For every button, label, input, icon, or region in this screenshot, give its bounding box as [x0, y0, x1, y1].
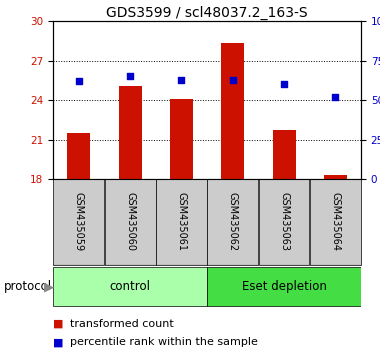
Text: GSM435061: GSM435061 — [176, 193, 187, 251]
FancyBboxPatch shape — [54, 179, 104, 265]
Text: GSM435060: GSM435060 — [125, 193, 135, 251]
Text: ■: ■ — [53, 319, 64, 329]
Text: ■: ■ — [53, 337, 64, 348]
Point — [332, 94, 339, 100]
Point — [76, 78, 82, 84]
Text: control: control — [110, 280, 150, 293]
Point — [230, 77, 236, 82]
Text: protocol: protocol — [4, 280, 52, 293]
Point — [127, 74, 133, 79]
FancyBboxPatch shape — [54, 267, 207, 306]
Text: GSM435062: GSM435062 — [228, 192, 238, 252]
FancyBboxPatch shape — [207, 267, 361, 306]
Title: GDS3599 / scl48037.2_163-S: GDS3599 / scl48037.2_163-S — [106, 6, 308, 20]
Text: ▶: ▶ — [44, 280, 54, 293]
Text: GSM435063: GSM435063 — [279, 193, 289, 251]
Bar — [119, 86, 142, 179]
Bar — [324, 175, 347, 179]
FancyBboxPatch shape — [259, 179, 309, 265]
FancyBboxPatch shape — [105, 179, 155, 265]
Bar — [170, 99, 193, 179]
Bar — [221, 43, 244, 179]
Text: GSM435064: GSM435064 — [330, 193, 340, 251]
FancyBboxPatch shape — [310, 179, 361, 265]
Bar — [272, 130, 296, 179]
FancyBboxPatch shape — [207, 179, 258, 265]
Text: GSM435059: GSM435059 — [74, 192, 84, 252]
Point — [179, 77, 185, 82]
Text: transformed count: transformed count — [70, 319, 174, 329]
Text: percentile rank within the sample: percentile rank within the sample — [70, 337, 258, 348]
Bar — [67, 133, 90, 179]
Point — [281, 81, 287, 87]
Text: Eset depletion: Eset depletion — [242, 280, 326, 293]
FancyBboxPatch shape — [156, 179, 207, 265]
